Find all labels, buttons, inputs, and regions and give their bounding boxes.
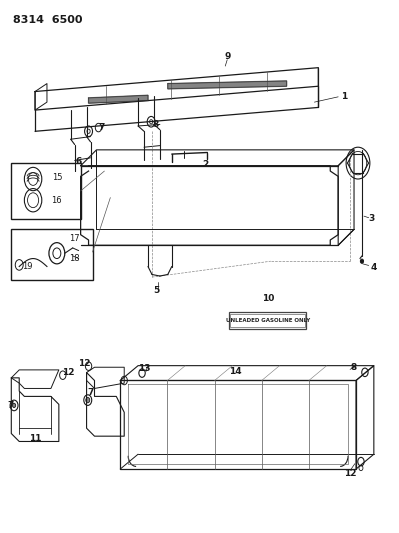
Text: 12: 12: [78, 359, 91, 367]
Text: 7: 7: [87, 388, 94, 397]
Text: 13: 13: [138, 365, 150, 373]
Circle shape: [12, 403, 16, 408]
Text: 12: 12: [63, 368, 75, 377]
Text: 11: 11: [29, 434, 41, 443]
Text: 18: 18: [69, 254, 80, 263]
Text: 19: 19: [22, 262, 32, 271]
Polygon shape: [89, 95, 148, 103]
Text: 8: 8: [351, 363, 357, 372]
Text: 15: 15: [51, 173, 62, 182]
Circle shape: [360, 259, 363, 263]
Text: 3: 3: [369, 214, 375, 223]
Text: 10: 10: [262, 294, 274, 303]
Text: 2: 2: [202, 160, 209, 168]
Text: 7: 7: [7, 401, 13, 410]
Text: 1: 1: [341, 92, 347, 101]
Bar: [11, 229, 93, 280]
Text: 6: 6: [75, 157, 82, 166]
Text: 9: 9: [224, 52, 231, 61]
Text: 12: 12: [344, 469, 356, 478]
Text: 4: 4: [371, 263, 377, 272]
Text: UNLEADED GASOLINE ONLY: UNLEADED GASOLINE ONLY: [226, 318, 310, 323]
Polygon shape: [168, 81, 286, 89]
Circle shape: [86, 398, 90, 403]
Text: 17: 17: [69, 234, 80, 243]
Text: 16: 16: [51, 196, 62, 205]
Bar: [11, 163, 81, 219]
Text: 5: 5: [153, 286, 159, 295]
Text: 8314  6500: 8314 6500: [13, 14, 83, 25]
Text: 8: 8: [153, 120, 159, 130]
Bar: [230, 314, 305, 327]
Text: 14: 14: [229, 367, 241, 376]
Bar: [229, 312, 306, 329]
Text: 7: 7: [98, 123, 105, 132]
